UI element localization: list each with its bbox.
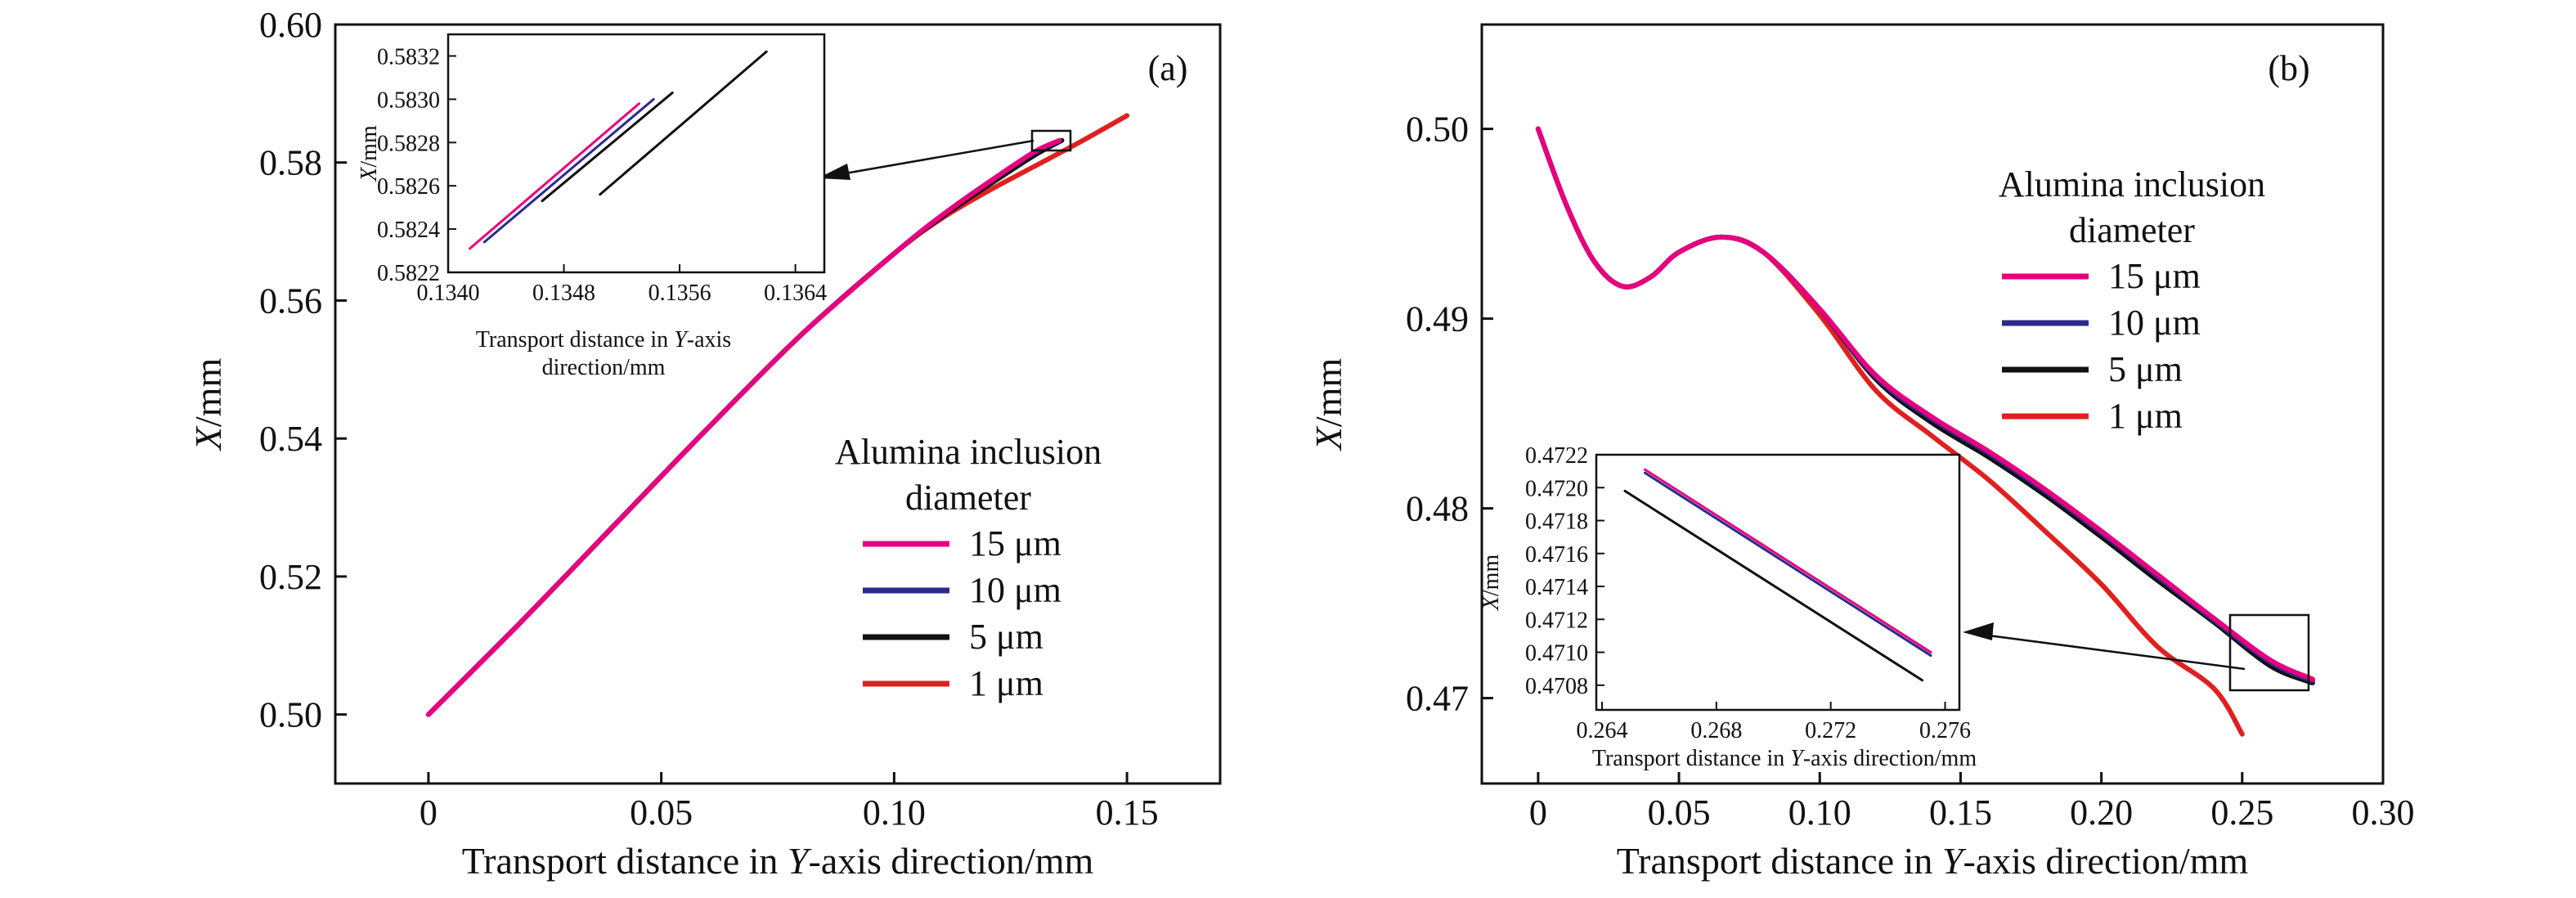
x-tick-label: 0.05 xyxy=(1648,792,1711,833)
x-axis-label: Transport distance in Y-axis direction/m… xyxy=(1617,840,2249,882)
inset-plot: 0.1340 0.1348 0.1356 0.1364 0.5822 0.5824 0.58… xyxy=(357,33,827,380)
legend-title: Alumina inclusion xyxy=(835,432,1102,472)
inset-y-tick-label: 0.5830 xyxy=(377,88,440,113)
panel-a: 0 0.05 0.10 0.15 0.50 0.52 0.54 0.56 0.58 0.60 Tra… xyxy=(187,5,1222,882)
legend-entry: 1 μm xyxy=(2108,396,2183,436)
y-axis-label: X/mm xyxy=(187,358,229,452)
inset-x-axis-label: Transport distance in Y-axis direction/m… xyxy=(1592,746,1977,771)
inset-y-tick-label: 0.5826 xyxy=(377,174,440,200)
zoom-arrow-line xyxy=(835,139,1034,177)
inset-y-axis-label: X/mm xyxy=(1479,555,1504,612)
inset-series-line xyxy=(469,102,641,250)
zoom-arrow-head xyxy=(1963,622,1994,640)
y-tick-label: 0.48 xyxy=(1406,489,1469,529)
inset-series-line xyxy=(1643,468,1932,654)
panel-b: 0 0.05 0.10 0.15 0.20 0.25 0.30 0.47 0.48 0.49 0.5… xyxy=(1308,23,2415,882)
y-tick-label: 0.58 xyxy=(259,143,322,183)
y-tick-label: 0.50 xyxy=(1406,110,1469,150)
y-axis-label: X/mm xyxy=(1308,358,1349,452)
legend-entry: 5 μm xyxy=(2108,349,2183,389)
series-line xyxy=(1535,126,2315,682)
x-axis-label: Transport distance in Y-axis direction/m… xyxy=(462,840,1094,882)
inset-y-tick-label: 0.5822 xyxy=(377,261,440,286)
inset-series-line xyxy=(1623,489,1924,682)
inset-x-tick-label: 0.272 xyxy=(1805,718,1856,743)
inset-y-tick-label: 0.4722 xyxy=(1525,443,1588,469)
inset-x-tick-label: 0.268 xyxy=(1690,718,1742,743)
y-tick-label: 0.50 xyxy=(259,695,322,735)
inset-y-tick-label: 0.4714 xyxy=(1525,575,1588,600)
series-line xyxy=(425,137,1062,717)
y-tick-label: 0.49 xyxy=(1406,299,1469,339)
legend-entry: 10 μm xyxy=(2108,303,2201,343)
y-tick-label: 0.56 xyxy=(259,281,322,321)
inset-series-line xyxy=(599,50,768,196)
inset-plot: 0.264 0.268 0.272 0.276 0.4708 0.4710 0.4712 0.… xyxy=(1479,443,1977,771)
inset-y-tick-label: 0.4708 xyxy=(1525,674,1588,699)
x-tick-label: 0.05 xyxy=(630,792,693,833)
x-tick-label: 0.15 xyxy=(1096,792,1159,833)
legend-title: Alumina inclusion xyxy=(1999,164,2265,204)
plot-frame xyxy=(334,23,1222,785)
x-tick-label: 0 xyxy=(420,792,438,833)
x-tick-label: 0.30 xyxy=(2352,792,2415,833)
legend-entry: 15 μm xyxy=(2108,256,2201,296)
x-tick-label: 0.15 xyxy=(1929,792,1992,833)
x-tick-label: 0.20 xyxy=(2070,792,2133,833)
x-tick-label: 0.10 xyxy=(863,792,926,833)
y-tick-label: 0.47 xyxy=(1406,679,1469,719)
inset-series-line xyxy=(482,97,655,244)
inset-series-line xyxy=(1643,471,1932,658)
legend-entry: 5 μm xyxy=(969,617,1043,657)
y-tick-label: 0.52 xyxy=(259,557,322,597)
legend-title-line2: diameter xyxy=(2069,210,2195,250)
x-tick-label: 0.25 xyxy=(2210,792,2273,833)
panel-label: (a) xyxy=(1148,48,1188,88)
inset-x-tick-label: 0.1356 xyxy=(648,281,711,306)
zoom-arrow-line xyxy=(1981,633,2246,671)
inset-plot-frame xyxy=(447,33,826,274)
inset-x-axis-label: Transport distance in Y-axis direction/mm xyxy=(476,327,731,380)
inset-x-tick-label: 0.276 xyxy=(1919,718,1971,743)
x-tick-label: 0 xyxy=(1529,792,1547,833)
y-tick-label: 0.60 xyxy=(259,5,322,45)
zoom-arrow-head xyxy=(818,164,850,180)
inset-y-tick-label: 0.4720 xyxy=(1525,476,1588,501)
inset-y-tick-label: 0.4712 xyxy=(1525,608,1588,633)
inset-x-tick-label: 0.1348 xyxy=(532,281,595,306)
inset-x-tick-label: 0.264 xyxy=(1576,718,1627,743)
inset-y-tick-label: 0.4716 xyxy=(1525,542,1588,568)
inset-y-axis-label: X/mm xyxy=(357,125,382,182)
inset-y-tick-label: 0.5832 xyxy=(377,44,440,70)
legend-entry: 10 μm xyxy=(969,570,1061,610)
legend-title-line2: diameter xyxy=(905,478,1031,518)
x-tick-label: 0.10 xyxy=(1788,792,1851,833)
plot-frame xyxy=(1480,23,2385,785)
inset-x-tick-label: 0.1364 xyxy=(764,281,827,306)
inset-plot-frame xyxy=(1595,453,1961,712)
inset-y-tick-label: 0.5828 xyxy=(377,131,440,156)
inset-series-line xyxy=(541,91,674,203)
legend-entry: 1 μm xyxy=(969,663,1043,703)
panel-label: (b) xyxy=(2268,48,2309,88)
legend-entry: 15 μm xyxy=(969,523,1061,563)
inset-x-tick-label: 0.1340 xyxy=(417,281,480,306)
y-tick-label: 0.54 xyxy=(259,419,322,459)
inset-y-tick-label: 0.5824 xyxy=(377,218,440,243)
zoom-box xyxy=(2228,613,2310,692)
inset-y-tick-label: 0.4718 xyxy=(1525,510,1588,535)
inset-y-tick-label: 0.4710 xyxy=(1525,641,1588,667)
